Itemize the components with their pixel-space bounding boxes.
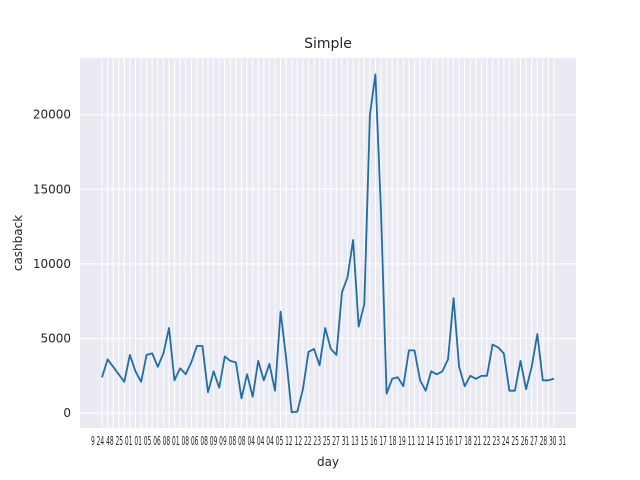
plot-area (80, 58, 576, 428)
series-layer (101, 73, 555, 414)
x-axis-label: day (317, 455, 339, 469)
y-tick-label: 0 (63, 406, 71, 420)
cashback-series-line (101, 73, 555, 414)
y-tick-labels: 0 5000 10000 15000 20000 (33, 108, 71, 420)
y-axis-label: cashback (11, 215, 25, 271)
chart-title: Simple (304, 36, 352, 52)
y-tick-label: 15000 (33, 182, 71, 196)
y-tick-label: 20000 (33, 108, 71, 122)
y-tick-label: 5000 (40, 331, 71, 345)
grid-lines (80, 58, 576, 428)
y-tick-label: 10000 (33, 257, 71, 271)
x-tick-labels: 9 24 48 25 01 01 05 06 08 01 08 06 08 09… (91, 434, 566, 448)
